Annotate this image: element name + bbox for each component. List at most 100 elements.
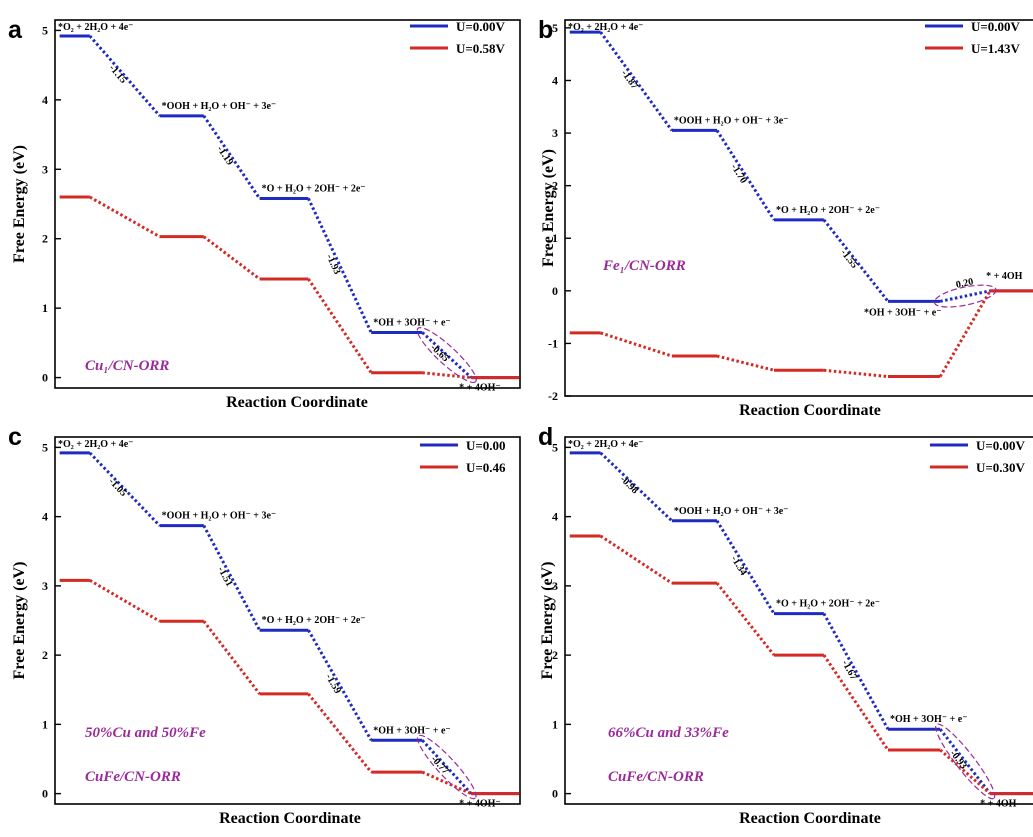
step-label: *OH + 3OH⁻ + e⁻ bbox=[890, 714, 968, 725]
y-axis-title: Free Energy (eV) bbox=[539, 562, 556, 680]
connector-line bbox=[940, 291, 990, 377]
connector-line bbox=[308, 694, 371, 772]
step-label: *O + H₂O + 2OH⁻ + 2e⁻ bbox=[776, 599, 880, 610]
delta-g-label: -1.67 bbox=[839, 658, 859, 682]
step-label: *OOH + H₂O + OH⁻ + 3e⁻ bbox=[162, 511, 277, 522]
connector-line bbox=[601, 333, 672, 356]
legend: U=0.00V U=0.58V bbox=[410, 19, 506, 56]
delta-g-label: -0.98 bbox=[618, 474, 641, 496]
connector-line bbox=[90, 197, 160, 237]
delta-g-label: -1.55 bbox=[838, 247, 860, 270]
catalyst-annotation: CuFe/CN-ORR bbox=[85, 769, 181, 785]
legend: U=0.00V U=0.30V bbox=[930, 438, 1026, 475]
catalyst-annotation: 66%Cu and 33%Fe bbox=[608, 725, 729, 741]
y-tick-label: 3 bbox=[552, 126, 558, 140]
delta-g-label: -1.70 bbox=[728, 162, 748, 185]
y-axis-title: Free Energy (eV) bbox=[11, 562, 28, 680]
legend-label: U=0.30V bbox=[976, 460, 1026, 475]
connector-line bbox=[422, 373, 471, 378]
y-tick-label: 5 bbox=[552, 21, 558, 35]
connector-line bbox=[422, 772, 471, 793]
connector-line bbox=[717, 356, 774, 370]
delta-g-label: -1.59 bbox=[323, 672, 343, 696]
legend-label: U=0.00V bbox=[456, 19, 506, 34]
catalyst-annotation: CuFe/CN-ORR bbox=[608, 769, 704, 785]
y-tick-label: 1 bbox=[42, 717, 48, 731]
delta-g-label: -1.05 bbox=[106, 476, 128, 499]
step-label: *OH + 3OH⁻ + e⁻ bbox=[373, 317, 451, 328]
legend-label: U=0.46 bbox=[466, 460, 506, 475]
panel-letter: d bbox=[538, 423, 553, 451]
step-label: *OOH + H₂O + OH⁻ + 3e⁻ bbox=[162, 101, 277, 112]
y-tick-label: 4 bbox=[42, 510, 48, 524]
panel-letter: b bbox=[538, 16, 553, 44]
panel-a: a 0 1 2 3 4 5 Reaction Coordinate Free Energy (e… bbox=[8, 16, 520, 411]
step-label: *OOH + H₂O + OH⁻ + 3e⁻ bbox=[674, 115, 789, 126]
y-tick-label: 1 bbox=[552, 717, 558, 731]
catalyst-annotation: Fe₁/CN-ORR bbox=[602, 258, 686, 274]
legend-label: U=0.58V bbox=[456, 41, 506, 56]
step-label: *OH + 3OH⁻ + e⁻ bbox=[864, 307, 942, 318]
step-label: * + 4OH bbox=[980, 799, 1016, 810]
step-label: *OH + 3OH⁻ + e⁻ bbox=[373, 725, 451, 736]
series-red bbox=[570, 291, 1033, 377]
connector-line bbox=[717, 583, 774, 655]
y-tick-label: 3 bbox=[42, 579, 48, 593]
step-label: * + 4OH⁻ bbox=[459, 383, 501, 394]
y-axis-title: Free Energy (eV) bbox=[11, 145, 28, 263]
legend-label: U=0.00 bbox=[466, 438, 506, 453]
delta-g-label: -1.87 bbox=[619, 68, 640, 91]
y-tick-label: 5 bbox=[552, 440, 558, 454]
step-label: *O₂ + 2H₂O + 4e⁻ bbox=[58, 439, 133, 450]
connector-line bbox=[308, 279, 371, 373]
connector-line bbox=[204, 621, 260, 694]
y-tick-label: 4 bbox=[42, 93, 48, 107]
legend-label: U=1.43V bbox=[971, 41, 1021, 56]
connector-line bbox=[601, 536, 672, 583]
series-red bbox=[60, 197, 519, 378]
catalyst-annotation: Cu₁/CN-ORR bbox=[85, 358, 169, 374]
y-tick-label: 1 bbox=[42, 301, 48, 315]
step-label: *O + H₂O + 2OH⁻ + 2e⁻ bbox=[262, 615, 366, 626]
delta-g-label: -1.34 bbox=[728, 554, 748, 578]
y-tick-label: 4 bbox=[552, 73, 558, 87]
series-red bbox=[60, 580, 519, 793]
y-tick-label: 5 bbox=[42, 440, 48, 454]
connector-line bbox=[940, 750, 990, 794]
x-axis-title: Reaction Coordinate bbox=[739, 810, 881, 827]
y-tick-label: 4 bbox=[552, 510, 558, 524]
series-blue bbox=[570, 453, 1033, 794]
delta-g-label: -1.15 bbox=[107, 63, 129, 86]
connector-line bbox=[90, 580, 160, 621]
y-tick-label: -2 bbox=[548, 389, 558, 403]
step-label: * + 4OH⁻ bbox=[459, 799, 501, 810]
step-label: *OOH + H₂O + OH⁻ + 3e⁻ bbox=[674, 506, 789, 517]
y-tick-label: 0 bbox=[42, 371, 48, 385]
y-tick-label: 0 bbox=[552, 787, 558, 801]
step-label: *O₂ + 2H₂O + 4e⁻ bbox=[58, 22, 133, 33]
x-axis-title: Reaction Coordinate bbox=[739, 402, 881, 419]
x-axis-title: Reaction Coordinate bbox=[226, 394, 368, 411]
panel-letter: a bbox=[8, 16, 23, 44]
catalyst-annotation: 50%Cu and 50%Fe bbox=[85, 725, 206, 741]
series-red bbox=[570, 536, 1033, 794]
x-axis-title: Reaction Coordinate bbox=[219, 810, 361, 827]
step-label: *O₂ + 2H₂O + 4e⁻ bbox=[568, 22, 643, 33]
delta-g-label: -1.51 bbox=[215, 565, 235, 589]
legend: U=0.00 U=0.46 bbox=[420, 438, 506, 475]
panel-b: b -2 -1 0 1 2 3 4 5 Reaction Coordinate Free Energ… bbox=[538, 16, 1033, 419]
y-tick-label: 3 bbox=[42, 162, 48, 176]
legend-label: U=0.00V bbox=[971, 19, 1021, 34]
connector-line bbox=[204, 237, 260, 279]
step-label: *O₂ + 2H₂O + 4e⁻ bbox=[568, 439, 643, 450]
delta-g-label: -1.93 bbox=[324, 253, 343, 277]
panel-letter: c bbox=[8, 423, 22, 451]
step-label: *O + H₂O + 2OH⁻ + 2e⁻ bbox=[262, 183, 366, 194]
step-label: *O + H₂O + 2OH⁻ + 2e⁻ bbox=[776, 205, 880, 216]
legend-label: U=0.00V bbox=[976, 438, 1026, 453]
delta-g-label: -0.77 bbox=[429, 754, 451, 777]
panel-c: c 0 1 2 3 4 5 Reaction Coordinate Free Energy (e… bbox=[8, 423, 520, 827]
y-tick-label: -1 bbox=[548, 336, 558, 350]
delta-g-label: -1.19 bbox=[214, 144, 235, 167]
